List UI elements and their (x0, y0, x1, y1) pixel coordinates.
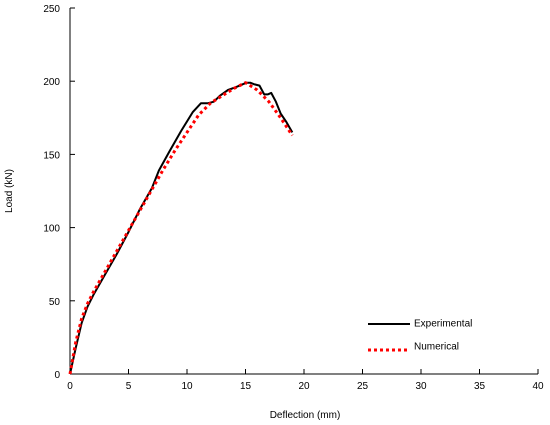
x-tick-label: 10 (181, 381, 193, 392)
legend: Experimental Numerical (368, 319, 472, 353)
x-tick-label: 40 (532, 381, 544, 392)
y-tick-label: 50 (49, 297, 61, 308)
x-axis-title: Deflection (mm) (270, 410, 341, 421)
y-tick-label: 100 (43, 224, 60, 235)
x-tick-label: 0 (67, 381, 73, 392)
x-tick-label: 20 (298, 381, 310, 392)
series-layer (68, 81, 294, 375)
x-tick-label: 25 (357, 381, 369, 392)
x-tick-label: 5 (126, 381, 132, 392)
legend-label-numerical: Numerical (414, 342, 459, 353)
legend-label-experimental: Experimental (414, 319, 472, 330)
series-line-numerical (68, 81, 294, 375)
x-tick-label: 15 (240, 381, 252, 392)
y-tick-label: 200 (43, 77, 60, 88)
y-axis-title: Load (kN) (4, 169, 15, 213)
x-tick-label: 30 (415, 381, 427, 392)
ticks: 0 5 10 15 20 25 30 35 40 0 50 100 150 200 250 (43, 4, 544, 392)
x-tick-label: 35 (474, 381, 486, 392)
y-tick-label: 250 (43, 4, 60, 15)
y-tick-label: 0 (54, 370, 60, 381)
y-tick-label: 150 (43, 150, 60, 161)
